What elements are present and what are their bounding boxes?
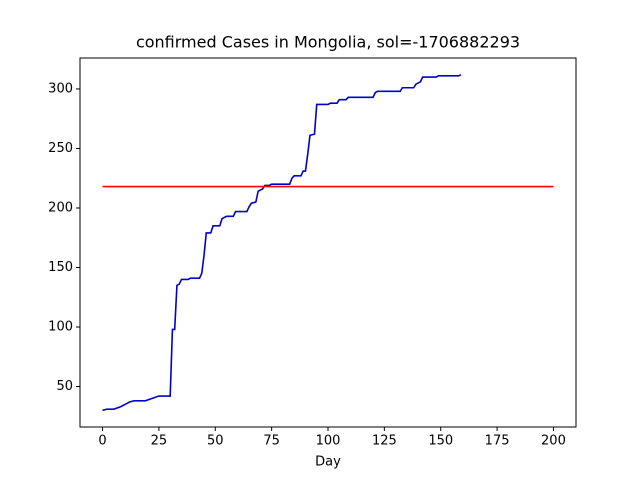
x-axis-label: Day <box>315 455 341 470</box>
y-tick-label: 150 <box>48 260 73 275</box>
x-tick-label: 125 <box>372 434 397 449</box>
data-line <box>102 73 462 412</box>
x-tick-label: 25 <box>151 434 168 449</box>
plot-frame <box>79 57 577 428</box>
x-tick-label: 0 <box>98 434 106 449</box>
x-tick-label: 150 <box>428 434 453 449</box>
y-tick-label: 300 <box>48 81 73 96</box>
x-tick-label: 100 <box>316 434 341 449</box>
chart-title: confirmed Cases in Mongolia, sol=-170688… <box>136 33 520 52</box>
x-tick-label: 50 <box>207 434 224 449</box>
x-tick-label: 175 <box>485 434 510 449</box>
y-tick-label: 100 <box>48 320 73 335</box>
y-tick-label: 250 <box>48 141 73 156</box>
x-tick-label: 75 <box>263 434 280 449</box>
y-tick-label: 50 <box>56 379 73 394</box>
y-tick-label: 200 <box>48 200 73 215</box>
x-tick-label: 200 <box>541 434 566 449</box>
